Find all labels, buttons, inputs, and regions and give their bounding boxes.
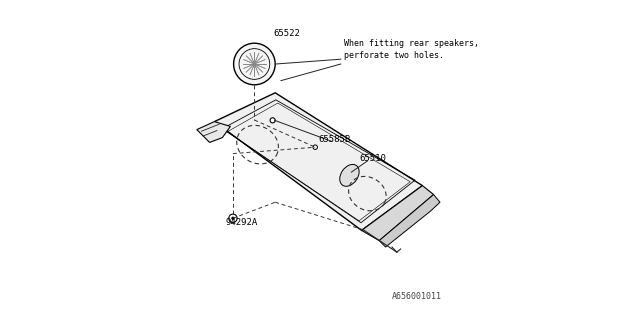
Text: 65522: 65522 [273, 29, 300, 38]
Text: 65585B: 65585B [318, 135, 351, 144]
Text: When fitting rear speakers,
perforate two holes.: When fitting rear speakers, perforate tw… [344, 39, 479, 60]
Circle shape [270, 118, 275, 123]
Text: 65510: 65510 [360, 154, 386, 163]
Polygon shape [214, 93, 422, 230]
Text: A656001011: A656001011 [392, 292, 442, 301]
Circle shape [229, 214, 237, 222]
Polygon shape [197, 122, 230, 142]
Polygon shape [380, 195, 440, 247]
Text: 94292A: 94292A [225, 218, 258, 227]
Ellipse shape [340, 164, 359, 186]
Circle shape [313, 145, 317, 149]
Polygon shape [362, 186, 434, 241]
Circle shape [232, 217, 234, 220]
Circle shape [234, 43, 275, 85]
